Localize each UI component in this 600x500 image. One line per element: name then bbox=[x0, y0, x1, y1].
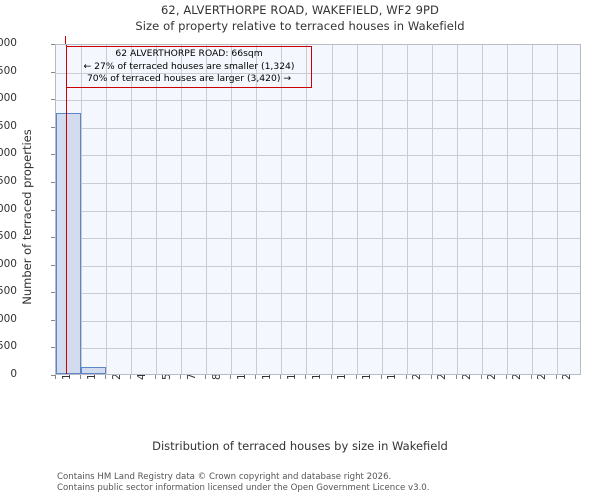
footer-attribution: Contains HM Land Registry data © Crown c… bbox=[57, 472, 597, 494]
footer-line-1: Contains HM Land Registry data © Crown c… bbox=[57, 472, 392, 482]
x-axis-tick-mark bbox=[205, 375, 207, 379]
x-axis-tick-mark bbox=[530, 375, 532, 379]
gridline bbox=[81, 45, 83, 374]
x-axis-tick-mark bbox=[355, 375, 357, 379]
x-axis-tick-mark bbox=[105, 375, 107, 379]
property-annotation-box: 62 ALVERTHORPE ROAD: 66sqm ← 27% of terr… bbox=[66, 46, 312, 88]
gridline bbox=[56, 100, 580, 102]
gridline bbox=[56, 265, 580, 267]
gridline bbox=[131, 45, 133, 374]
y-axis-tick-mark bbox=[51, 44, 55, 45]
x-axis-tick-mark bbox=[55, 375, 56, 379]
annotation-line-3: 70% of terraced houses are larger (3,420… bbox=[86, 73, 292, 85]
x-axis-tick-mark bbox=[505, 375, 507, 379]
y-axis-tick-mark bbox=[51, 99, 55, 101]
gridline bbox=[56, 155, 580, 157]
gridline bbox=[56, 293, 580, 295]
x-axis-tick-mark bbox=[480, 375, 482, 379]
x-axis-tick-mark bbox=[330, 375, 332, 379]
footer-line-2: Contains public sector information licen… bbox=[57, 483, 430, 493]
y-axis-tick-mark bbox=[51, 126, 55, 128]
bar bbox=[81, 366, 107, 374]
y-axis-title: Number of terraced properties bbox=[20, 129, 34, 305]
gridline bbox=[56, 182, 580, 184]
x-axis-tick-mark bbox=[80, 375, 82, 379]
y-axis-tick-mark bbox=[51, 347, 55, 349]
gridline bbox=[556, 45, 558, 374]
gridline bbox=[181, 45, 183, 374]
gridline bbox=[381, 45, 383, 374]
property-marker-line-extension bbox=[64, 36, 67, 44]
gridline bbox=[331, 45, 333, 374]
x-axis-tick-mark bbox=[280, 375, 282, 379]
gridline bbox=[506, 45, 508, 374]
x-axis-tick-mark bbox=[380, 375, 382, 379]
x-axis-tick-mark bbox=[455, 375, 457, 379]
x-axis-tick-mark bbox=[430, 375, 432, 379]
y-axis-tick-mark bbox=[51, 181, 55, 183]
x-axis-tick-mark bbox=[405, 375, 407, 379]
gridline bbox=[306, 45, 308, 374]
gridline bbox=[231, 45, 233, 374]
y-axis-tick-mark bbox=[51, 71, 55, 73]
x-axis-tick-mark bbox=[555, 375, 557, 379]
property-marker-line bbox=[65, 45, 68, 374]
chart-subtitle: Size of property relative to terraced ho… bbox=[135, 19, 465, 33]
gridline bbox=[206, 45, 208, 374]
gridline bbox=[281, 45, 283, 374]
y-axis-tick-mark bbox=[51, 375, 55, 376]
gridline bbox=[156, 45, 158, 374]
y-axis-tick-mark bbox=[51, 319, 55, 321]
y-axis-tick-mark bbox=[51, 209, 55, 211]
gridline bbox=[56, 210, 580, 212]
gridline bbox=[456, 45, 458, 374]
x-axis-tick-mark bbox=[255, 375, 257, 379]
chart-title: 62, ALVERTHORPE ROAD, WAKEFIELD, WF2 9PD bbox=[160, 3, 439, 17]
y-axis-tick-mark bbox=[51, 264, 55, 266]
annotation-line-1: 62 ALVERTHORPE ROAD: 66sqm bbox=[115, 48, 263, 60]
gridline bbox=[431, 45, 433, 374]
x-axis-tick-mark bbox=[180, 375, 182, 379]
x-axis-tick-mark bbox=[155, 375, 157, 379]
y-axis-tick-mark bbox=[51, 154, 55, 156]
gridline bbox=[356, 45, 358, 374]
x-axis-tick-mark bbox=[130, 375, 132, 379]
annotation-line-2: ← 27% of terraced houses are smaller (1,… bbox=[83, 60, 295, 72]
gridline bbox=[106, 45, 108, 374]
y-axis-tick-mark bbox=[51, 237, 55, 239]
plot-area bbox=[55, 44, 581, 375]
gridline bbox=[56, 127, 580, 129]
gridline bbox=[56, 72, 580, 74]
x-axis-title: Distribution of terraced houses by size … bbox=[152, 439, 448, 453]
gridline bbox=[406, 45, 408, 374]
gridline bbox=[531, 45, 533, 374]
gridline bbox=[256, 45, 258, 374]
gridline bbox=[56, 320, 580, 322]
gridline bbox=[56, 238, 580, 240]
bar bbox=[56, 113, 82, 374]
gridline bbox=[56, 348, 580, 350]
x-axis-tick-mark bbox=[230, 375, 232, 379]
gridline bbox=[481, 45, 483, 374]
x-axis-tick-mark bbox=[305, 375, 307, 379]
y-axis-tick-mark bbox=[51, 292, 55, 294]
